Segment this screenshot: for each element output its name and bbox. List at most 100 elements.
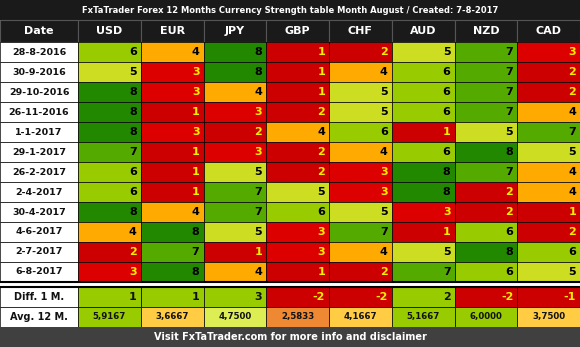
Bar	[141, 222, 204, 242]
Bar	[0, 82, 78, 102]
Bar	[204, 82, 266, 102]
Bar	[517, 42, 580, 62]
Text: 29-10-2016: 29-10-2016	[9, 87, 69, 96]
Text: 1: 1	[443, 227, 451, 237]
Bar	[78, 122, 141, 142]
Text: 7: 7	[255, 207, 262, 217]
Bar	[78, 242, 141, 262]
Bar	[78, 142, 141, 162]
Text: 1: 1	[192, 187, 200, 197]
Bar	[0, 327, 580, 347]
Text: -1: -1	[564, 292, 576, 302]
Bar	[141, 82, 204, 102]
Bar	[329, 182, 392, 202]
Text: 2: 2	[317, 167, 325, 177]
Text: FxTaTrader Forex 12 Months Currency Strength table Month August / Created: 7-8-2: FxTaTrader Forex 12 Months Currency Stre…	[82, 6, 498, 15]
Bar	[0, 262, 78, 282]
Text: 1: 1	[568, 207, 576, 217]
Bar	[455, 222, 517, 242]
Bar	[329, 222, 392, 242]
Text: 4: 4	[255, 87, 262, 97]
Text: 6: 6	[443, 67, 451, 77]
Bar	[204, 142, 266, 162]
Text: 4: 4	[568, 187, 576, 197]
Text: 26-11-2016: 26-11-2016	[9, 108, 70, 117]
Bar	[329, 42, 392, 62]
Text: 3: 3	[192, 87, 200, 97]
Text: 8: 8	[192, 227, 200, 237]
Bar	[392, 122, 455, 142]
Bar	[329, 82, 392, 102]
Text: 7: 7	[506, 107, 513, 117]
Bar	[141, 307, 204, 327]
Bar	[392, 287, 455, 307]
Text: 3: 3	[380, 167, 388, 177]
Bar	[392, 307, 455, 327]
Text: 6: 6	[505, 267, 513, 277]
Bar	[78, 262, 141, 282]
Bar	[329, 162, 392, 182]
Bar	[141, 162, 204, 182]
Text: 5: 5	[255, 227, 262, 237]
Bar	[0, 102, 78, 122]
Text: 7: 7	[443, 267, 451, 277]
Bar	[455, 202, 517, 222]
Text: 6: 6	[443, 107, 451, 117]
Text: 2: 2	[380, 47, 388, 57]
Text: 2,5833: 2,5833	[281, 313, 314, 322]
Text: 5: 5	[443, 247, 451, 257]
Bar	[141, 142, 204, 162]
Text: 2: 2	[506, 207, 513, 217]
Bar	[392, 242, 455, 262]
Text: 5: 5	[317, 187, 325, 197]
Text: 2: 2	[380, 267, 388, 277]
Bar	[78, 62, 141, 82]
Bar	[266, 287, 329, 307]
Text: 1: 1	[317, 267, 325, 277]
Text: 5: 5	[129, 67, 137, 77]
Text: 1: 1	[255, 247, 262, 257]
Bar	[517, 222, 580, 242]
Text: 7: 7	[192, 247, 200, 257]
Bar	[141, 182, 204, 202]
Bar	[517, 102, 580, 122]
Bar	[0, 142, 78, 162]
Text: 1: 1	[192, 147, 200, 157]
Bar	[0, 282, 580, 287]
Text: 2-7-2017: 2-7-2017	[15, 247, 63, 256]
Text: USD: USD	[96, 26, 122, 36]
Text: 4: 4	[191, 207, 200, 217]
Text: 5: 5	[380, 107, 388, 117]
Text: 4,1667: 4,1667	[343, 313, 377, 322]
Bar	[266, 182, 329, 202]
Bar	[455, 242, 517, 262]
Bar	[266, 202, 329, 222]
Bar	[455, 20, 517, 42]
Text: 30-4-2017: 30-4-2017	[12, 208, 66, 217]
Bar	[204, 182, 266, 202]
Bar	[78, 162, 141, 182]
Text: 8: 8	[129, 87, 137, 97]
Text: 2: 2	[129, 247, 137, 257]
Bar	[0, 222, 78, 242]
Bar	[78, 202, 141, 222]
Text: 3,6667: 3,6667	[155, 313, 189, 322]
Text: 3: 3	[129, 267, 137, 277]
Text: 6: 6	[443, 87, 451, 97]
Text: 2: 2	[568, 227, 576, 237]
Bar	[392, 20, 455, 42]
Text: 6: 6	[568, 247, 576, 257]
Text: 6: 6	[129, 167, 137, 177]
Text: AUD: AUD	[410, 26, 436, 36]
Bar	[392, 202, 455, 222]
Text: 8: 8	[443, 167, 451, 177]
Bar	[266, 142, 329, 162]
Bar	[517, 202, 580, 222]
Text: 3: 3	[568, 47, 576, 57]
Text: 3: 3	[192, 127, 200, 137]
Text: 2-4-2017: 2-4-2017	[15, 187, 63, 196]
Text: 3: 3	[380, 187, 388, 197]
Text: 6: 6	[129, 47, 137, 57]
Bar	[78, 102, 141, 122]
Bar	[204, 42, 266, 62]
